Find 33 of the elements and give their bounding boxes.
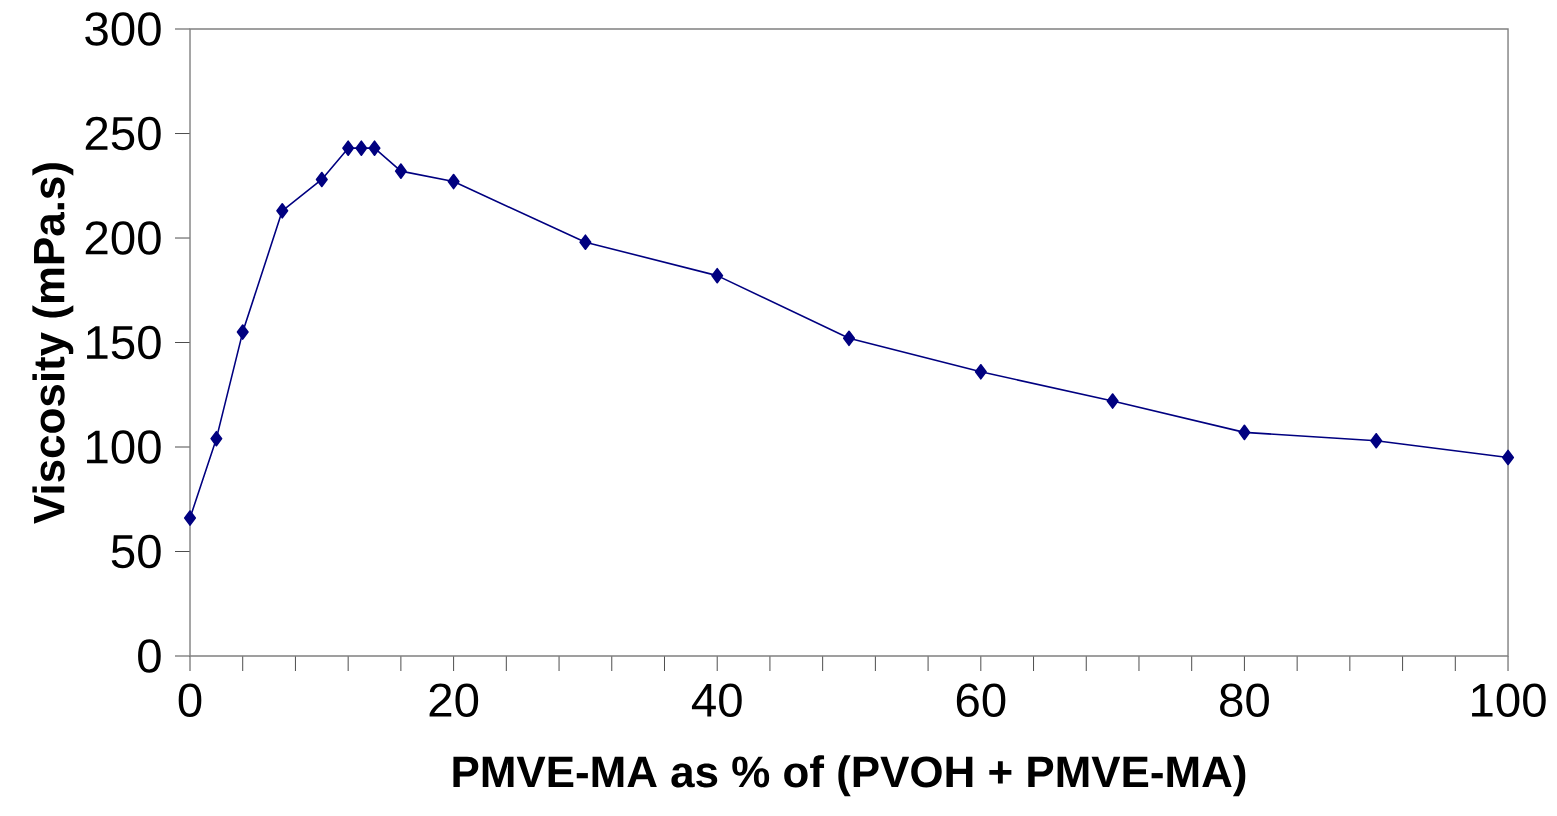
- point: [210, 430, 223, 447]
- y-tick-label: 50: [111, 534, 161, 569]
- point: [1106, 393, 1119, 409]
- point: [447, 173, 460, 190]
- x-tick-label: 0: [178, 683, 202, 717]
- x-tick-label: 80: [1220, 683, 1269, 717]
- point: [1238, 424, 1251, 441]
- y-tick-label: 300: [85, 12, 161, 46]
- point: [974, 363, 987, 380]
- point: [1370, 432, 1383, 449]
- point: [579, 234, 592, 251]
- point: [394, 163, 407, 179]
- y-axis-title: Viscosity (mPa.s): [32, 163, 74, 524]
- point: [342, 140, 355, 156]
- point: [355, 140, 368, 156]
- point: [236, 324, 249, 340]
- y-tick-label: 100: [87, 430, 161, 464]
- y-tick-label: 0: [138, 639, 161, 673]
- x-tick-label: 60: [956, 683, 1006, 717]
- x-tick-label: 20: [429, 683, 479, 717]
- point: [368, 140, 381, 156]
- point: [276, 203, 289, 219]
- point: [711, 267, 724, 284]
- point: [315, 171, 328, 188]
- point: [183, 510, 197, 526]
- x-tick-label: 40: [691, 683, 742, 717]
- y-tick-label: 150: [87, 325, 161, 360]
- y-tick-label: 250: [85, 116, 161, 151]
- x-tick-label: 100: [1472, 683, 1546, 717]
- point: [1501, 449, 1515, 466]
- x-axis-title: PMVE-MA as % of (PVOH + PMVE-MA): [453, 755, 1246, 797]
- point: [842, 330, 856, 347]
- y-tick-label: 200: [85, 221, 161, 255]
